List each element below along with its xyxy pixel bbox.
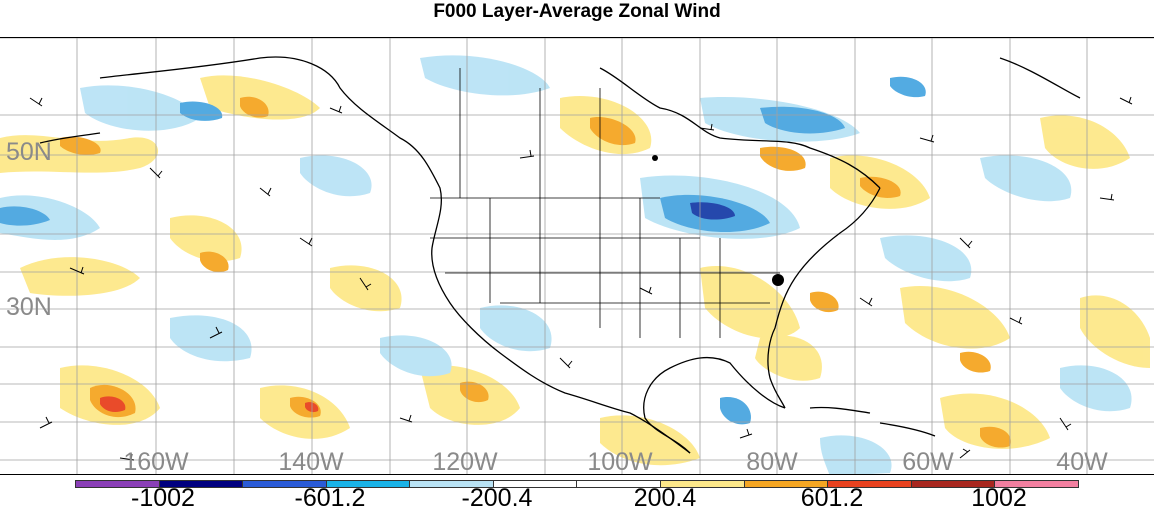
lon-label-120w: 120W [432,448,498,475]
lat-label-50n: 50N [6,138,52,166]
colorbar-segment [159,481,244,487]
map-title: F000 Layer-Average Zonal Wind [433,1,721,22]
colorbar-label-3: -200.4 [461,484,533,512]
colorbar-segment [76,481,160,487]
lat-label-30n: 30N [6,293,52,321]
lon-label-80w: 80W [746,448,798,475]
coastlines [39,56,1081,454]
station-marker-large [772,274,784,286]
lon-label-140w: 140W [278,448,344,475]
colorbar-label-4: 200.4 [633,484,697,512]
colorbar [75,480,1079,488]
colorbar-segment [828,481,912,487]
colorbar-segment [243,481,327,487]
colorbar-label-2: -601.2 [294,484,366,512]
lon-label-160w: 160W [123,448,189,475]
weather-map[interactable]: 50N 30N 160W 140W 120W 100W 80W 60W 40W [0,37,1154,475]
colorbar-segment [744,481,829,487]
political-borders [430,68,780,338]
colorbar-segment [410,481,494,487]
station-marker-small [652,155,658,161]
wind-barbs [29,96,1133,461]
colorbar-segment [661,481,745,487]
colorbar-label-1: -1002 [131,484,195,512]
colorbar-label-6: 1002 [971,484,1027,512]
colorbar-segment [995,481,1078,487]
colorbar-segment [326,481,411,487]
lon-label-100w: 100W [587,448,653,475]
lon-label-40w: 40W [1056,448,1108,475]
graticule [0,38,1154,474]
colorbar-segment [577,481,662,487]
colorbar-segment [911,481,996,487]
map-canvas [0,38,1154,474]
lon-label-60w: 60W [902,448,954,475]
colorbar-label-5: 601.2 [800,484,864,512]
colorbar-segment [493,481,578,487]
